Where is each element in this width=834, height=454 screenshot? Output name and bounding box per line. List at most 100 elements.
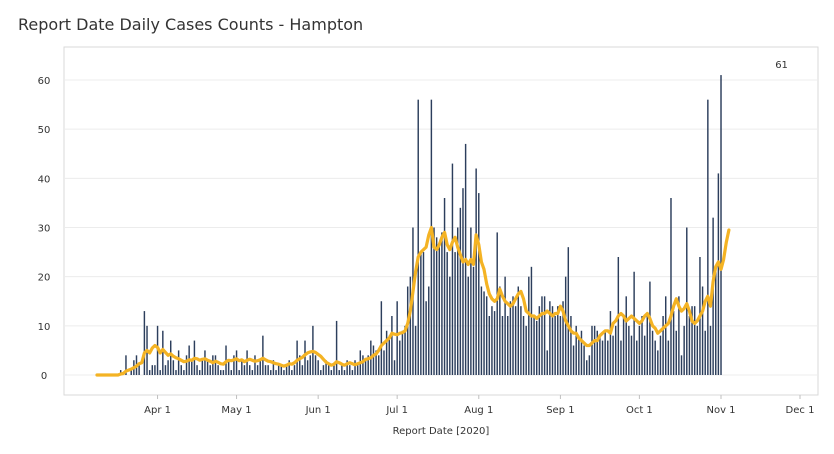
bar [248, 365, 251, 375]
bar [264, 365, 267, 375]
bar [533, 316, 535, 375]
bar [514, 306, 517, 375]
bar [322, 365, 325, 375]
bar [267, 365, 269, 375]
bar [341, 365, 343, 375]
bar [401, 330, 404, 375]
bar [672, 311, 675, 375]
bar [675, 330, 677, 375]
bar [354, 360, 356, 375]
bar [509, 301, 512, 375]
bar [230, 370, 233, 375]
bar [325, 360, 327, 375]
bar [201, 360, 204, 375]
bar [651, 330, 654, 375]
bar [688, 316, 691, 375]
bar [612, 335, 614, 375]
bar [654, 340, 656, 375]
chart-title: Report Date Daily Cases Counts - Hampton [18, 15, 364, 34]
bar [388, 335, 390, 375]
bar [670, 198, 672, 375]
bar [130, 370, 132, 375]
bar [362, 355, 364, 375]
bar [233, 355, 235, 375]
bar [154, 365, 156, 375]
bar [327, 365, 330, 375]
bar [217, 365, 219, 375]
bar [180, 365, 182, 375]
bar [475, 168, 477, 375]
bar [159, 370, 161, 375]
bar [162, 330, 164, 375]
bar [696, 325, 699, 375]
bar [367, 355, 369, 375]
bar [512, 296, 514, 375]
bar [346, 360, 348, 375]
annotations: 61 [775, 60, 788, 71]
bar [678, 296, 680, 375]
bar [204, 350, 206, 375]
bar [335, 320, 338, 375]
bar [164, 365, 167, 375]
bar [428, 286, 430, 375]
x-tick-label: Oct 1 [626, 405, 653, 416]
bar [578, 335, 580, 375]
bar [372, 345, 375, 375]
bar [214, 355, 217, 375]
bar [649, 281, 651, 375]
x-tick-label: Jul 1 [385, 405, 408, 416]
bar [206, 360, 209, 375]
bar [364, 360, 367, 375]
x-axis-ticks: Apr 1 May 1 Jun 1 Jul 1 Aug 1 Sep 1 Oct 1 Nov 1… [144, 395, 814, 416]
bar [564, 276, 567, 375]
bar [720, 75, 722, 375]
bar [517, 286, 519, 375]
x-tick-label: Aug 1 [464, 405, 493, 416]
bar [272, 360, 275, 375]
bar [383, 350, 385, 375]
bar [291, 370, 293, 375]
y-tick-label: 50 [38, 125, 51, 136]
bar [680, 355, 683, 375]
bar [504, 276, 506, 375]
bar [151, 365, 154, 375]
bar [543, 296, 546, 375]
bar [425, 301, 427, 375]
bar [567, 247, 570, 375]
bar-series [119, 75, 722, 376]
bar [596, 330, 598, 375]
bar [309, 355, 311, 375]
bar [557, 306, 559, 375]
bar [409, 276, 412, 375]
bar [593, 325, 596, 375]
bar [343, 370, 346, 375]
bar [586, 360, 588, 375]
bar [183, 370, 185, 375]
bar [209, 365, 211, 375]
bar [607, 340, 609, 375]
bar [254, 355, 256, 375]
bar [646, 316, 649, 375]
bar [467, 276, 469, 375]
bar [198, 370, 201, 375]
bar [572, 345, 575, 375]
bar [657, 350, 659, 375]
bar [662, 316, 664, 375]
bar [356, 365, 359, 375]
bar [530, 266, 533, 375]
bar [480, 286, 483, 375]
bar [628, 325, 630, 375]
moving-average-series [95, 225, 731, 377]
bar [404, 325, 406, 375]
bar [549, 301, 551, 375]
bar [599, 335, 601, 375]
bar [591, 325, 593, 375]
bar [583, 345, 585, 375]
bar [709, 325, 712, 375]
bar [693, 306, 696, 375]
bar [559, 316, 562, 375]
x-tick-label: Nov 1 [706, 405, 735, 416]
bar [507, 316, 509, 375]
bar [396, 301, 398, 375]
bar [433, 227, 435, 375]
